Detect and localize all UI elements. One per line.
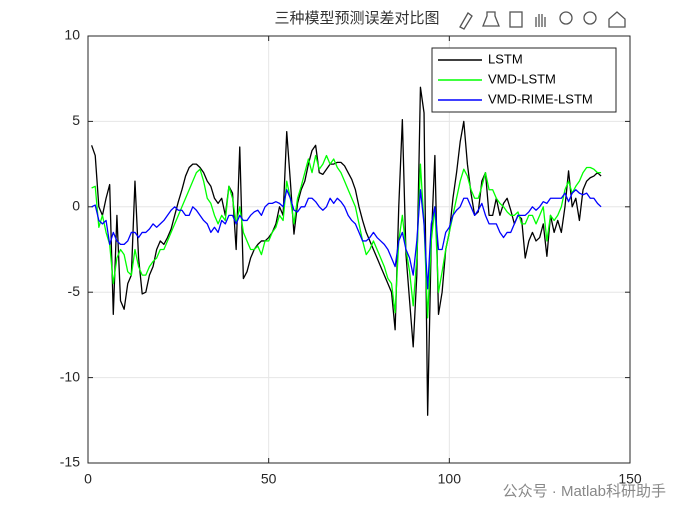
toolbar: [459, 11, 626, 30]
legend-label: VMD-RIME-LSTM: [488, 91, 593, 106]
toolbar-icon[interactable]: [459, 12, 473, 30]
series-line: [91, 189, 602, 290]
series-line: [91, 154, 602, 319]
y-tick-label: -10: [60, 368, 80, 384]
x-tick-label: 150: [618, 471, 642, 487]
toolbar-icon[interactable]: [482, 11, 500, 27]
chart-title: 三种模型预测误差对比图: [274, 9, 439, 27]
legend-label: LSTM: [488, 51, 523, 66]
toolbar-icon[interactable]: [509, 11, 523, 28]
y-tick-label: -15: [60, 454, 80, 470]
y-tick-label: 0: [72, 198, 80, 214]
axes-box: [87, 35, 631, 464]
watermark: 公众号 · Matlab科研助手: [503, 483, 666, 500]
y-tick-label: -5: [68, 283, 81, 299]
y-tick-label: 5: [72, 112, 80, 128]
x-tick-label: 100: [438, 471, 462, 487]
toolbar-icon[interactable]: [608, 11, 626, 28]
x-tick-label: 0: [84, 471, 92, 487]
toolbar-icon[interactable]: [535, 14, 546, 27]
toolbar-icon[interactable]: [583, 11, 597, 25]
legend-label: VMD-LSTM: [488, 71, 556, 86]
y-tick-label: 10: [64, 27, 80, 43]
toolbar-icon[interactable]: [559, 11, 573, 25]
x-tick-label: 50: [261, 471, 277, 487]
